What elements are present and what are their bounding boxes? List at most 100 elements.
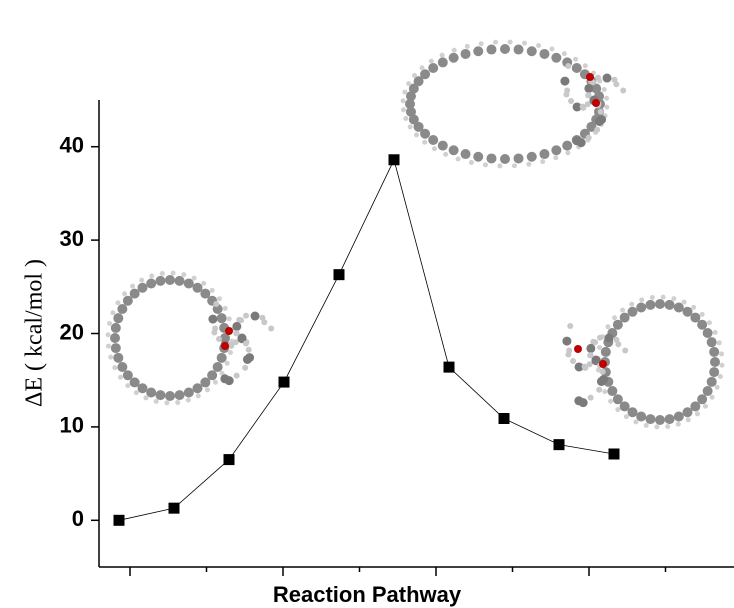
atom [562,51,567,56]
oxygen [586,73,594,81]
atom [586,135,592,141]
atom [111,323,121,333]
atom [605,324,610,329]
atom [201,281,206,286]
atom [700,312,705,317]
atom [683,407,693,417]
atom [598,109,604,115]
atom [175,276,185,286]
atom [586,92,592,98]
atom [717,340,722,345]
atom [113,313,123,323]
atom [165,391,175,401]
atom [514,45,524,55]
atom [551,145,561,155]
atom [654,424,659,429]
atom [438,141,448,151]
atom [486,153,496,163]
atom [695,411,700,416]
atom [573,57,578,62]
atom [227,316,232,321]
atom [715,385,720,390]
atom [595,117,604,126]
atom [208,315,217,324]
y-tick-label: 10 [60,413,84,438]
atom [220,374,229,383]
atom [110,333,120,343]
atom [584,84,593,93]
atom [212,325,218,331]
atom [106,332,111,337]
atom [110,310,115,315]
y-tick-label: 20 [60,319,84,344]
atom [719,363,724,368]
atom [565,63,571,69]
atom [665,300,675,310]
atom [196,393,201,398]
oxygen [599,360,607,368]
atom [175,390,185,400]
atom [139,278,144,283]
point [444,362,455,373]
atom [597,377,606,386]
atom [108,355,113,360]
atom [602,87,607,92]
point [279,377,290,388]
atom [560,77,569,86]
atom [246,347,252,353]
atom [500,154,510,164]
atom [111,343,121,353]
atom [580,104,586,110]
atom [456,157,461,162]
atom [710,395,715,400]
atom [117,362,127,372]
atom [181,272,186,277]
atom [596,387,602,393]
atom [691,305,696,310]
molecule-illustrations [106,40,725,430]
atom [164,400,169,405]
atom [522,41,527,46]
atom [213,362,223,372]
atom [107,321,112,326]
atom [570,358,576,364]
atom [540,159,545,164]
atom [406,81,411,86]
atom [500,44,510,54]
atom [130,284,135,289]
atom [452,48,457,53]
atom [268,326,274,332]
atom [600,369,606,375]
atom [601,347,611,357]
atom [607,386,617,396]
atom [123,370,133,380]
atom [636,412,646,422]
atom [605,334,614,343]
atom [655,415,665,425]
atom [615,407,620,412]
atom [597,335,603,341]
atom [210,288,215,293]
atom [707,337,717,347]
atom [112,365,117,370]
atom [613,81,619,87]
atom [261,319,267,325]
atom [171,271,176,276]
point [499,413,510,424]
atom [225,361,230,366]
atom [134,390,139,395]
atom [428,135,438,145]
atom [603,74,612,83]
atom [703,404,708,409]
atom [539,49,549,59]
atom [628,307,638,317]
atom [615,341,621,347]
atom [232,322,241,331]
atom [553,155,558,160]
atom [422,140,427,145]
atom [184,278,194,288]
y-tick-label: 0 [72,506,84,531]
atom [526,162,531,167]
atom [608,399,613,404]
point [389,154,400,165]
